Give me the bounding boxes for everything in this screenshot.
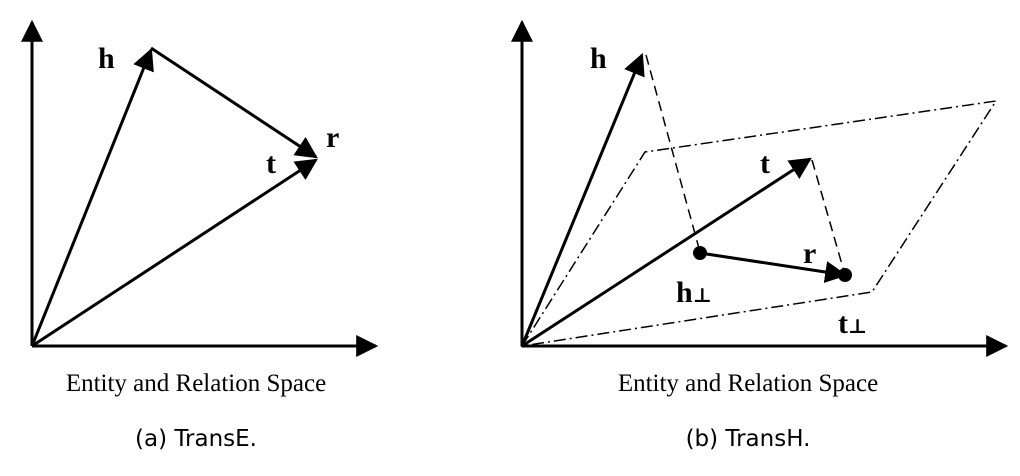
vector-h-a: [30, 47, 154, 347]
vector-r-b: [699, 251, 848, 283]
projection-h: [645, 54, 701, 253]
label-t-perp: t⊥: [838, 307, 867, 340]
space-label-a: Entity and Relation Space: [66, 370, 326, 397]
point-t-perp: [838, 268, 852, 282]
label-h-b: h: [590, 42, 607, 75]
space-label-b: Entity and Relation Space: [618, 370, 878, 397]
label-r-a: r: [326, 121, 339, 154]
label-t-b: t: [760, 147, 770, 180]
vector-r-a: [150, 46, 318, 159]
label-t-a: t: [266, 147, 276, 180]
label-h-a: h: [98, 42, 115, 75]
vector-t-b: [521, 157, 812, 348]
vector-h-b: [520, 52, 645, 347]
vector-t-a: [31, 158, 318, 348]
caption-b: (b) TransH.: [686, 426, 811, 452]
label-r-b: r: [803, 237, 816, 270]
panel-transe: h r t Entity and Relation Space (a) Tran…: [21, 19, 379, 452]
label-h-perp: h⊥: [676, 276, 712, 309]
point-h-perp: [693, 246, 707, 260]
hyperplane: [520, 100, 998, 347]
projection-t: [811, 159, 846, 276]
caption-a: (a) TransE.: [135, 426, 257, 452]
panel-transh: h t r h⊥ t⊥ Entity and Relation Space (b…: [511, 19, 1009, 452]
